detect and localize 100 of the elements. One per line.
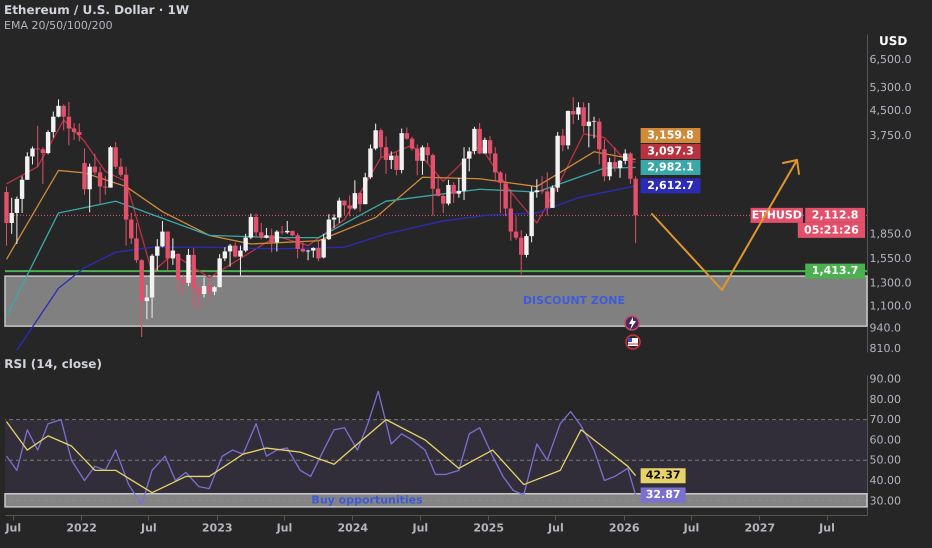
line-series	[6, 418, 636, 494]
candlestick	[25, 152, 30, 180]
annotation: 05:21:26	[804, 223, 860, 236]
data-label: 3,097.3	[647, 144, 694, 158]
candlestick	[571, 96, 576, 124]
candlestick	[384, 136, 388, 174]
candlestick	[248, 213, 254, 240]
line-series	[6, 151, 636, 260]
candlestick	[134, 222, 139, 264]
y-tick-label: 1,850.0	[870, 227, 912, 240]
y-tick-label: 4,500.0	[870, 104, 912, 117]
y-tick-label: 60.00	[870, 433, 901, 446]
candlestick	[222, 246, 228, 262]
x-tick-label: 2022	[66, 522, 97, 534]
candlestick	[316, 241, 321, 262]
y-tick-label: 6,500.0	[870, 52, 912, 66]
candlestick	[20, 176, 24, 214]
candlestick	[488, 136, 492, 160]
y-tick-label: 90.00	[870, 372, 901, 386]
candlestick	[30, 146, 35, 165]
candlestick	[472, 126, 477, 155]
candlestick	[337, 197, 342, 224]
y-tick-label: 40.00	[870, 474, 901, 488]
line-series	[6, 166, 636, 318]
annotation: ETHUSD	[752, 208, 802, 222]
candlestick	[482, 137, 488, 154]
chart-title: RSI (14, close)	[4, 357, 102, 372]
candlestick	[352, 180, 358, 210]
x-tick-label: 2027	[744, 522, 776, 534]
candlestick	[326, 214, 332, 240]
candlestick	[113, 142, 118, 170]
candlestick	[519, 230, 524, 276]
candlestick	[404, 126, 410, 140]
candlestick	[160, 220, 165, 248]
candlestick	[170, 238, 176, 266]
candlestick	[181, 274, 186, 296]
candlestick	[623, 148, 628, 165]
candlestick	[373, 123, 378, 151]
y-tick-label: 1,300.0	[870, 276, 912, 290]
y-axis-title: USD	[879, 34, 908, 48]
candlestick	[228, 243, 232, 268]
candlestick	[285, 220, 290, 234]
candlestick	[46, 130, 50, 155]
candlestick	[534, 178, 540, 198]
candlestick	[498, 170, 503, 214]
candlestick	[40, 146, 46, 184]
band-label: Buy opportunities	[311, 493, 424, 506]
x-tick-label: 2023	[202, 522, 233, 534]
band-label: DISCOUNT ZONE	[522, 294, 625, 308]
candlestick	[92, 153, 98, 176]
candlestick	[98, 166, 102, 204]
candlestick	[586, 102, 592, 148]
y-tick-label: 5,300.0	[870, 81, 912, 94]
candlestick	[410, 136, 414, 152]
candlestick	[451, 182, 456, 204]
line-series	[6, 119, 636, 278]
candlestick	[14, 196, 20, 244]
candlestick	[550, 185, 555, 208]
y-tick-label: 1,550.0	[870, 252, 912, 265]
x-tick-label: 2026	[608, 522, 640, 534]
candlestick	[202, 277, 206, 298]
x-tick-label: Jul	[547, 522, 564, 534]
candlestick	[269, 228, 274, 253]
x-tick-label: Jul	[682, 522, 700, 534]
candlestick	[493, 146, 498, 182]
candlestick	[300, 242, 306, 253]
candlestick	[238, 245, 243, 276]
candlestick	[456, 177, 462, 198]
x-tick-label: Jul	[818, 522, 835, 534]
data-label: 32.87	[646, 488, 681, 501]
y-tick-label: 810.0	[870, 342, 901, 356]
candlestick	[72, 122, 76, 140]
x-tick-label: Jul	[4, 522, 22, 534]
chart-title: Ethereum / U.S. Dollar · 1W	[4, 3, 190, 17]
candlestick	[155, 238, 160, 272]
data-label: 42.37	[646, 468, 681, 482]
candlestick	[612, 146, 618, 172]
y-tick-label: 1,100.0	[870, 300, 912, 313]
y-tick-label: 80.00	[870, 392, 901, 406]
candlestick	[394, 152, 399, 176]
chart-subtitle: EMA 20/50/100/200	[4, 19, 113, 32]
candlestick	[66, 102, 72, 146]
y-tick-label: 3,750.0	[870, 129, 912, 142]
candlestick	[61, 104, 66, 131]
ref-line-label: 1,413.7	[812, 264, 858, 278]
x-tick-label: Jul	[140, 522, 157, 534]
x-tick-label: 2025	[473, 522, 504, 534]
candlestick	[446, 179, 451, 206]
candlestick	[420, 144, 425, 176]
candlestick	[581, 102, 586, 134]
candlestick	[207, 277, 212, 300]
candlestick	[35, 125, 40, 168]
y-tick-label: 940.0	[870, 321, 901, 334]
candlestick	[243, 233, 248, 253]
candlestick	[441, 193, 446, 214]
y-tick-label: 70.00	[870, 413, 901, 426]
candlestick	[87, 162, 92, 213]
candlestick	[77, 122, 82, 142]
candlestick	[259, 222, 264, 240]
candlestick	[129, 212, 134, 244]
